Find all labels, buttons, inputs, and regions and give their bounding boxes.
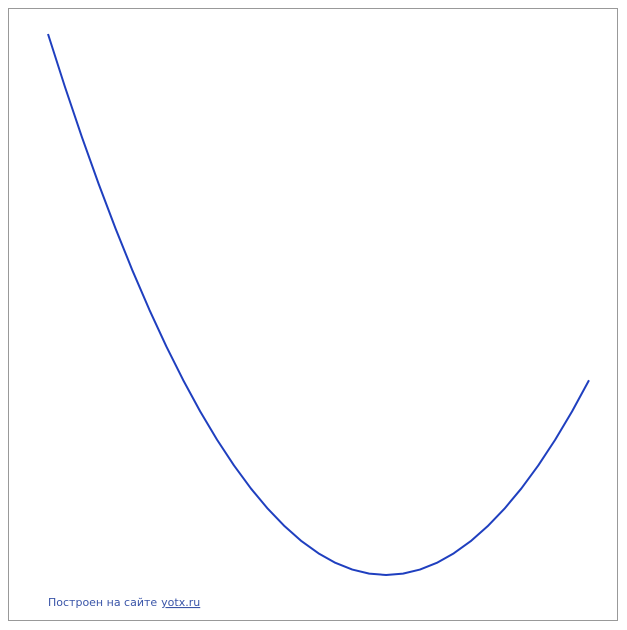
frame	[8, 8, 618, 621]
footer-text: Построен на сайте	[48, 596, 157, 609]
plot	[47, 33, 590, 576]
footer-link[interactable]: yotx.ru	[161, 596, 200, 609]
curve	[47, 33, 590, 576]
